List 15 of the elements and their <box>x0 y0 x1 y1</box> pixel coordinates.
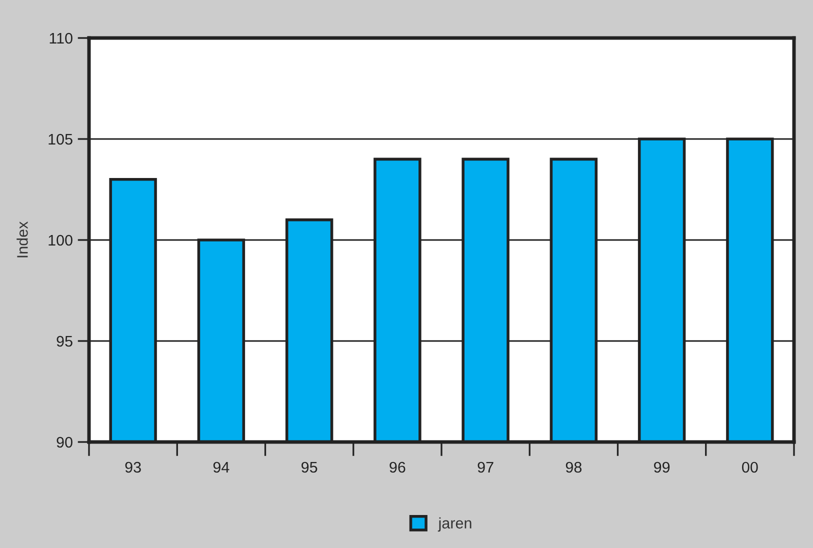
y-tick-label: 105 <box>48 134 72 145</box>
x-tick-label: 93 <box>125 462 141 473</box>
y-axis-title: Index <box>16 221 28 258</box>
y-tick-label: 90 <box>56 436 72 448</box>
legend-label: jaren <box>438 517 472 532</box>
x-tick-label: 94 <box>213 462 230 473</box>
y-tick-label: 100 <box>48 234 72 246</box>
x-tick-label: 99 <box>654 462 670 473</box>
x-tick-label: 00 <box>742 462 758 473</box>
x-tick-label: 97 <box>478 462 494 473</box>
x-tick-label: 98 <box>566 462 582 473</box>
x-tick-label: 95 <box>302 462 318 473</box>
x-tick-label: 96 <box>390 462 406 473</box>
y-tick-label: 95 <box>56 336 72 347</box>
y-tick-label: 110 <box>50 32 72 44</box>
